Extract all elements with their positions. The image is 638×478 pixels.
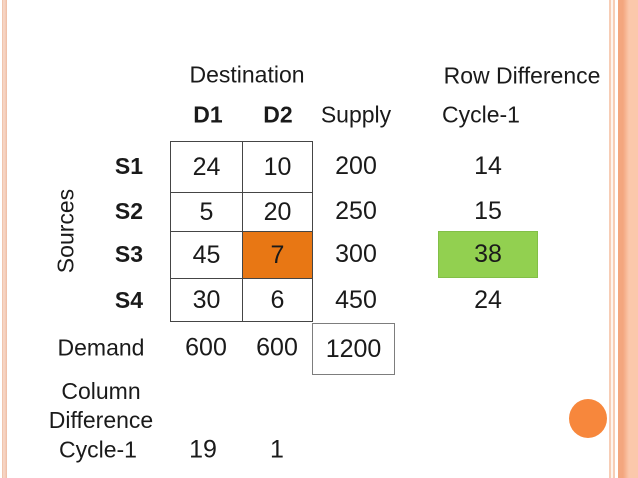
cost-cell-s4-d2: 6 (242, 278, 313, 322)
spacer (399, 141, 438, 192)
cost-cell-s2-d1: 5 (170, 192, 242, 231)
cost-cell-s2-d2: 20 (242, 192, 313, 231)
demand-total-value: 1200 (325, 334, 382, 363)
supply-value-s1: 200 (335, 152, 377, 180)
row-label-s4: S4 (114, 286, 143, 313)
column-diff-cycle1-label: Cycle-1 (59, 436, 137, 463)
cost-table: S1 24 10 200 14 S2 5 20 250 15 S3 45 7 3… (55, 141, 538, 322)
column-difference-label: Column Difference (48, 378, 154, 433)
row-label-s1: S1 (114, 153, 143, 179)
row-difference-header: Row Difference (443, 62, 601, 89)
cost-cell-s3-d1: 45 (170, 231, 242, 278)
supply-value-s2: 250 (335, 197, 377, 225)
supply-value-s4: 450 (335, 285, 377, 314)
row-diff-s1: 14 (474, 152, 502, 180)
row-diff-s3-selected: 38 (438, 231, 538, 278)
spacer (399, 231, 438, 278)
demand-value-d2: 600 (256, 333, 298, 362)
accent-circle-decoration (569, 399, 607, 438)
right-border-stripe (609, 0, 638, 478)
demand-label: Demand (57, 334, 145, 361)
row-label-s3: S3 (114, 241, 143, 267)
spacer (399, 192, 438, 231)
column-header-d1: D1 (193, 101, 223, 128)
left-border-stripe (2, 0, 7, 478)
column-diff-value-d2: 1 (270, 435, 284, 464)
column-diff-value-d1: 19 (189, 435, 217, 464)
cost-cell-s1-d2: 10 (242, 141, 313, 192)
demand-total-box: 1200 (312, 323, 395, 375)
spacer (399, 278, 438, 322)
column-header-cycle1: Cycle-1 (442, 101, 520, 128)
destination-header: Destination (189, 61, 305, 88)
supply-value-s3: 300 (335, 240, 377, 268)
row-diff-s4: 24 (474, 285, 502, 314)
cost-cell-s1-d1: 24 (170, 141, 242, 192)
column-header-supply: Supply (320, 101, 392, 128)
column-header-d2: D2 (263, 101, 293, 128)
demand-value-d1: 600 (185, 333, 227, 362)
cost-cell-s4-d1: 30 (170, 278, 242, 322)
row-label-s2: S2 (114, 198, 143, 224)
cost-cell-s3-d2-selected: 7 (242, 231, 313, 278)
row-diff-s2: 15 (474, 197, 502, 225)
